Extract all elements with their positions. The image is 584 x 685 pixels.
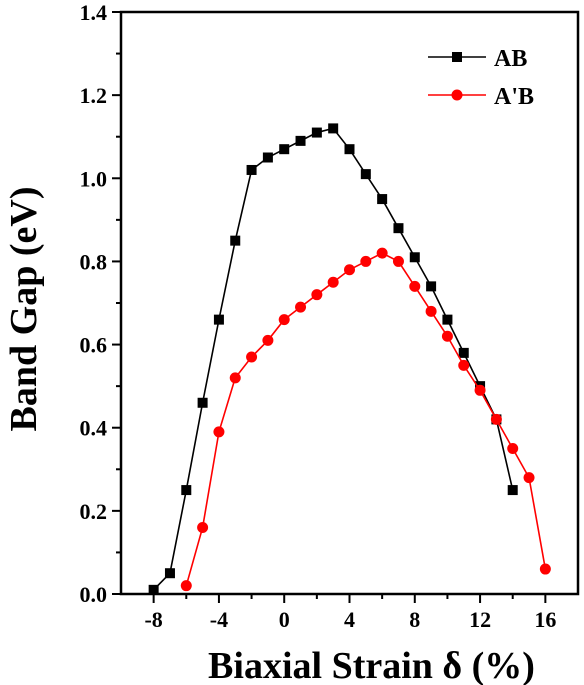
axes: -8 -4 0 4 8 12 16 0.0 0.2 0.4 0.6 0.8 1.0 1.2 1.4 [80, 0, 580, 632]
data-point [181, 485, 192, 496]
data-point [539, 563, 551, 575]
data-point [377, 194, 388, 205]
data-point [278, 314, 290, 326]
x-axis-title: Biaxial Strain δ (%) [208, 645, 535, 685]
data-point [442, 314, 453, 325]
data-point [327, 276, 339, 288]
data-point [213, 314, 224, 325]
data-point [197, 521, 209, 533]
data-point [507, 485, 518, 496]
data-point [311, 127, 322, 138]
y-tick-label: 0.0 [80, 582, 108, 607]
legend-marker [451, 89, 463, 101]
data-point [262, 334, 274, 346]
data-point [197, 397, 208, 408]
data-point [262, 152, 273, 163]
y-tick-label: 0.2 [80, 499, 108, 524]
data-point [230, 235, 241, 246]
y-tick-label: 0.6 [80, 333, 108, 358]
data-point [458, 359, 470, 371]
data-point [328, 123, 339, 134]
x-tick-label: 8 [409, 607, 420, 632]
data-point [344, 264, 355, 276]
y-tick-label: 1.4 [80, 0, 108, 25]
data-point [344, 144, 355, 155]
data-point [441, 330, 453, 342]
data-point [360, 169, 371, 180]
data-point [311, 289, 323, 301]
data-point [164, 568, 175, 579]
data-point [180, 580, 192, 592]
data-point [409, 280, 421, 292]
y-tick-label: 0.4 [80, 416, 108, 441]
data-point [360, 255, 372, 267]
data-point [523, 472, 535, 484]
data-point [295, 301, 307, 313]
legend-label: AB [494, 46, 527, 72]
x-tick-label: -8 [144, 607, 162, 632]
data-point [507, 443, 519, 454]
data-point [229, 372, 241, 384]
data-point [425, 305, 437, 317]
y-tick-label: 0.8 [80, 249, 108, 274]
data-point [279, 144, 290, 155]
data-point [426, 281, 437, 292]
legend-marker [452, 52, 462, 62]
data-point [409, 252, 420, 263]
series-a-prime-b [180, 247, 551, 592]
data-point [474, 384, 486, 396]
series-line [153, 127, 514, 591]
x-tick-label: 4 [344, 607, 355, 632]
data-point [213, 426, 225, 438]
data-point [246, 351, 258, 363]
y-axis-title: Band Gap (eV) [3, 187, 45, 432]
legend-entry: A'B [428, 84, 534, 110]
x-tick-label: 16 [534, 607, 556, 632]
data-point [376, 247, 388, 259]
data-point [295, 135, 306, 146]
data-point [392, 255, 404, 267]
x-tick-label: 12 [469, 607, 491, 632]
legend-entry: AB [428, 46, 527, 72]
data-point [246, 164, 257, 175]
data-point [148, 584, 159, 595]
legend: AB A'B [428, 46, 534, 110]
data-point [490, 413, 502, 425]
x-tick-label: -4 [210, 607, 228, 632]
data-point [393, 223, 404, 234]
legend-label: A'B [494, 84, 534, 110]
data-point [458, 347, 469, 358]
x-tick-label: 0 [279, 607, 290, 632]
y-tick-label: 1.0 [80, 166, 108, 191]
plot-series [148, 123, 551, 595]
y-tick-label: 1.2 [80, 83, 108, 108]
